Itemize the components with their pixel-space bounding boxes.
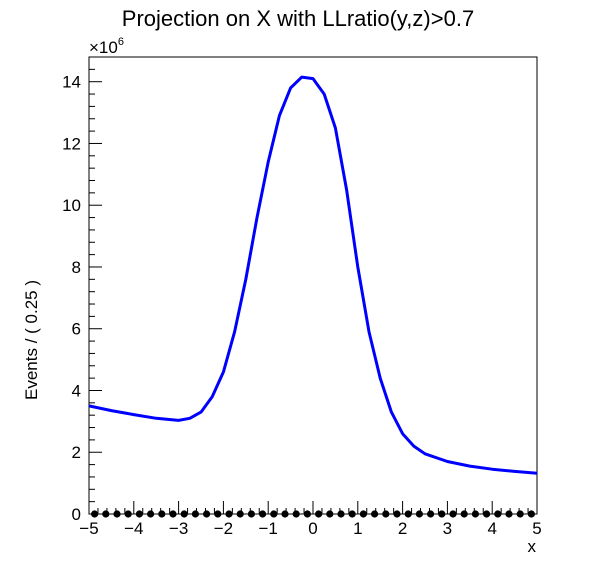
data-point-marker [415,510,423,518]
data-point-marker [337,510,345,518]
data-point-marker [236,510,244,518]
data-point-marker [124,510,132,518]
data-point-marker [102,510,110,518]
plot-frame [88,56,538,515]
data-point-marker [292,510,300,518]
data-point-marker [326,510,334,518]
data-point-marker [303,510,311,518]
x-tick-label: 3 [443,519,452,538]
x-tick-label: 1 [353,519,362,538]
data-point-marker [393,510,401,518]
data-point-marker [404,510,412,518]
data-point-marker [438,510,446,518]
y-tick-label: 10 [62,196,81,215]
x-axis-label: x [527,537,537,556]
data-point-marker [348,510,356,518]
data-point-marker [281,510,289,518]
y-tick-label: 4 [72,381,81,400]
x-tick-label: −4 [124,519,143,538]
data-point-marker [147,510,155,518]
data-point-marker [449,510,457,518]
data-point-marker [315,510,323,518]
y-multiplier: ×106 [89,36,124,58]
data-point-marker [191,510,199,518]
data-point-marker [505,510,513,518]
data-point-marker [135,510,143,518]
data-point-marker [359,510,367,518]
x-tick-label: 0 [308,519,317,538]
x-tick-label: −5 [79,519,98,538]
y-tick-label: 12 [62,134,81,153]
data-point-marker [483,510,491,518]
data-point-marker [113,510,121,518]
data-point-marker [270,510,278,518]
x-tick-label: −2 [214,519,233,538]
data-point-marker [494,510,502,518]
y-tick-label: 6 [72,320,81,339]
pdf-curve-line [88,75,538,475]
data-point-marker [471,510,479,518]
x-tick-label: −1 [259,519,278,538]
data-point-marker [382,510,390,518]
y-tick-label: 8 [72,258,81,277]
data-point-marker [460,510,468,518]
data-point-marker [427,510,435,518]
data-point-marker [259,510,267,518]
data-point-marker [527,510,536,518]
data-point-marker [225,510,233,518]
x-tick-label: 5 [532,519,541,538]
y-tick-label: 2 [72,443,81,462]
data-point-marker [203,510,211,518]
y-multiplier-base: ×10 [89,38,118,57]
data-point-marker [516,510,524,518]
chart-title: Projection on X with LLratio(y,z)>0.7 [121,6,475,31]
x-tick-label: 2 [398,519,407,538]
data-point-marker [91,510,99,518]
y-multiplier-exponent: 6 [117,36,124,48]
data-point-marker [169,510,177,518]
x-tick-label: −3 [169,519,188,538]
data-point-marker [214,510,222,518]
y-tick-label: 14 [62,73,81,92]
data-point-marker [247,510,255,518]
data-point-marker [158,510,166,518]
y-tick-label: 0 [72,505,81,524]
x-tick-label: 4 [487,519,496,538]
data-point-marker [371,510,379,518]
data-point-marker [180,510,188,518]
